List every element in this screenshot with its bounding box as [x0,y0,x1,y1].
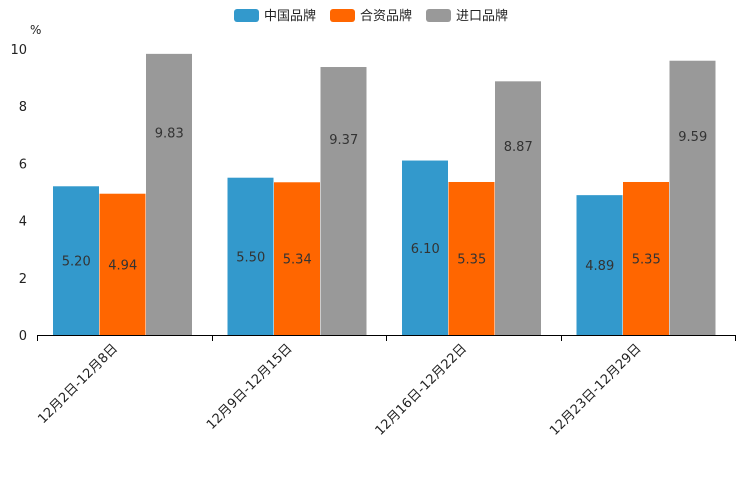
legend-swatch-2 [330,9,355,22]
x-axis: 12月2日-12月8日 12月9日-12月15日 12月16日-12月22日 12月2… [35,335,736,439]
x-category-label-3: 12月16日-12月22日 [373,341,470,438]
y-tick-label-4: 4 [19,215,27,230]
bar-1-1 [53,186,99,335]
x-category-label-4: 12月23日-12月29日 [547,341,644,438]
bar-2-1 [99,193,146,335]
y-tick-label-2: 2 [19,272,27,287]
legend-swatch-1 [234,9,259,22]
data-label-2-2: 5.34 [283,253,312,268]
data-label-2-3: 5.35 [457,252,486,267]
y-tick-label-10: 10 [10,43,27,58]
legend: 中国品牌 合资品牌 进口品牌 [234,8,508,24]
data-label-3-3: 8.87 [504,140,533,155]
bar-1-4 [576,195,623,335]
bar-2-3 [448,181,495,335]
data-label-1-3: 6.10 [411,242,440,257]
bar-1-2 [227,177,274,335]
bar-3-1 [146,53,192,335]
x-category-label-2: 12月9日-12月15日 [204,341,296,433]
bar-2-2 [274,182,320,335]
x-category-label-1: 12月2日-12月8日 [35,341,121,427]
data-label-2-1: 4.94 [108,258,137,273]
data-label-1-2: 5.50 [236,250,265,265]
data-label-3-4: 9.59 [678,130,707,145]
bar-1-3 [402,160,448,335]
y-axis: 0 2 4 6 8 10 [10,43,27,344]
bar-2-4 [623,181,669,335]
data-label-3-1: 9.83 [155,126,184,141]
bar-3-4 [669,60,716,335]
legend-label-2: 合资品牌 [360,8,412,24]
y-tick-label-8: 8 [19,100,27,115]
bars: 5.20 4.94 9.83 5.50 5.34 9.37 6.10 5.35 8.87 4.89… [53,53,716,336]
y-tick-label-6: 6 [19,157,27,172]
legend-label-1: 中国品牌 [264,8,316,24]
legend-label-3: 进口品牌 [456,8,508,24]
bar-3-2 [320,67,367,335]
legend-swatch-3 [426,9,451,22]
data-label-1-4: 4.89 [585,259,614,274]
data-label-3-2: 9.37 [329,133,358,148]
data-label-2-4: 5.35 [632,252,661,267]
data-label-1-1: 5.20 [62,255,91,270]
y-tick-label-0: 0 [19,329,27,344]
y-axis-unit-label: % [30,23,41,37]
bar-3-3 [495,81,541,336]
